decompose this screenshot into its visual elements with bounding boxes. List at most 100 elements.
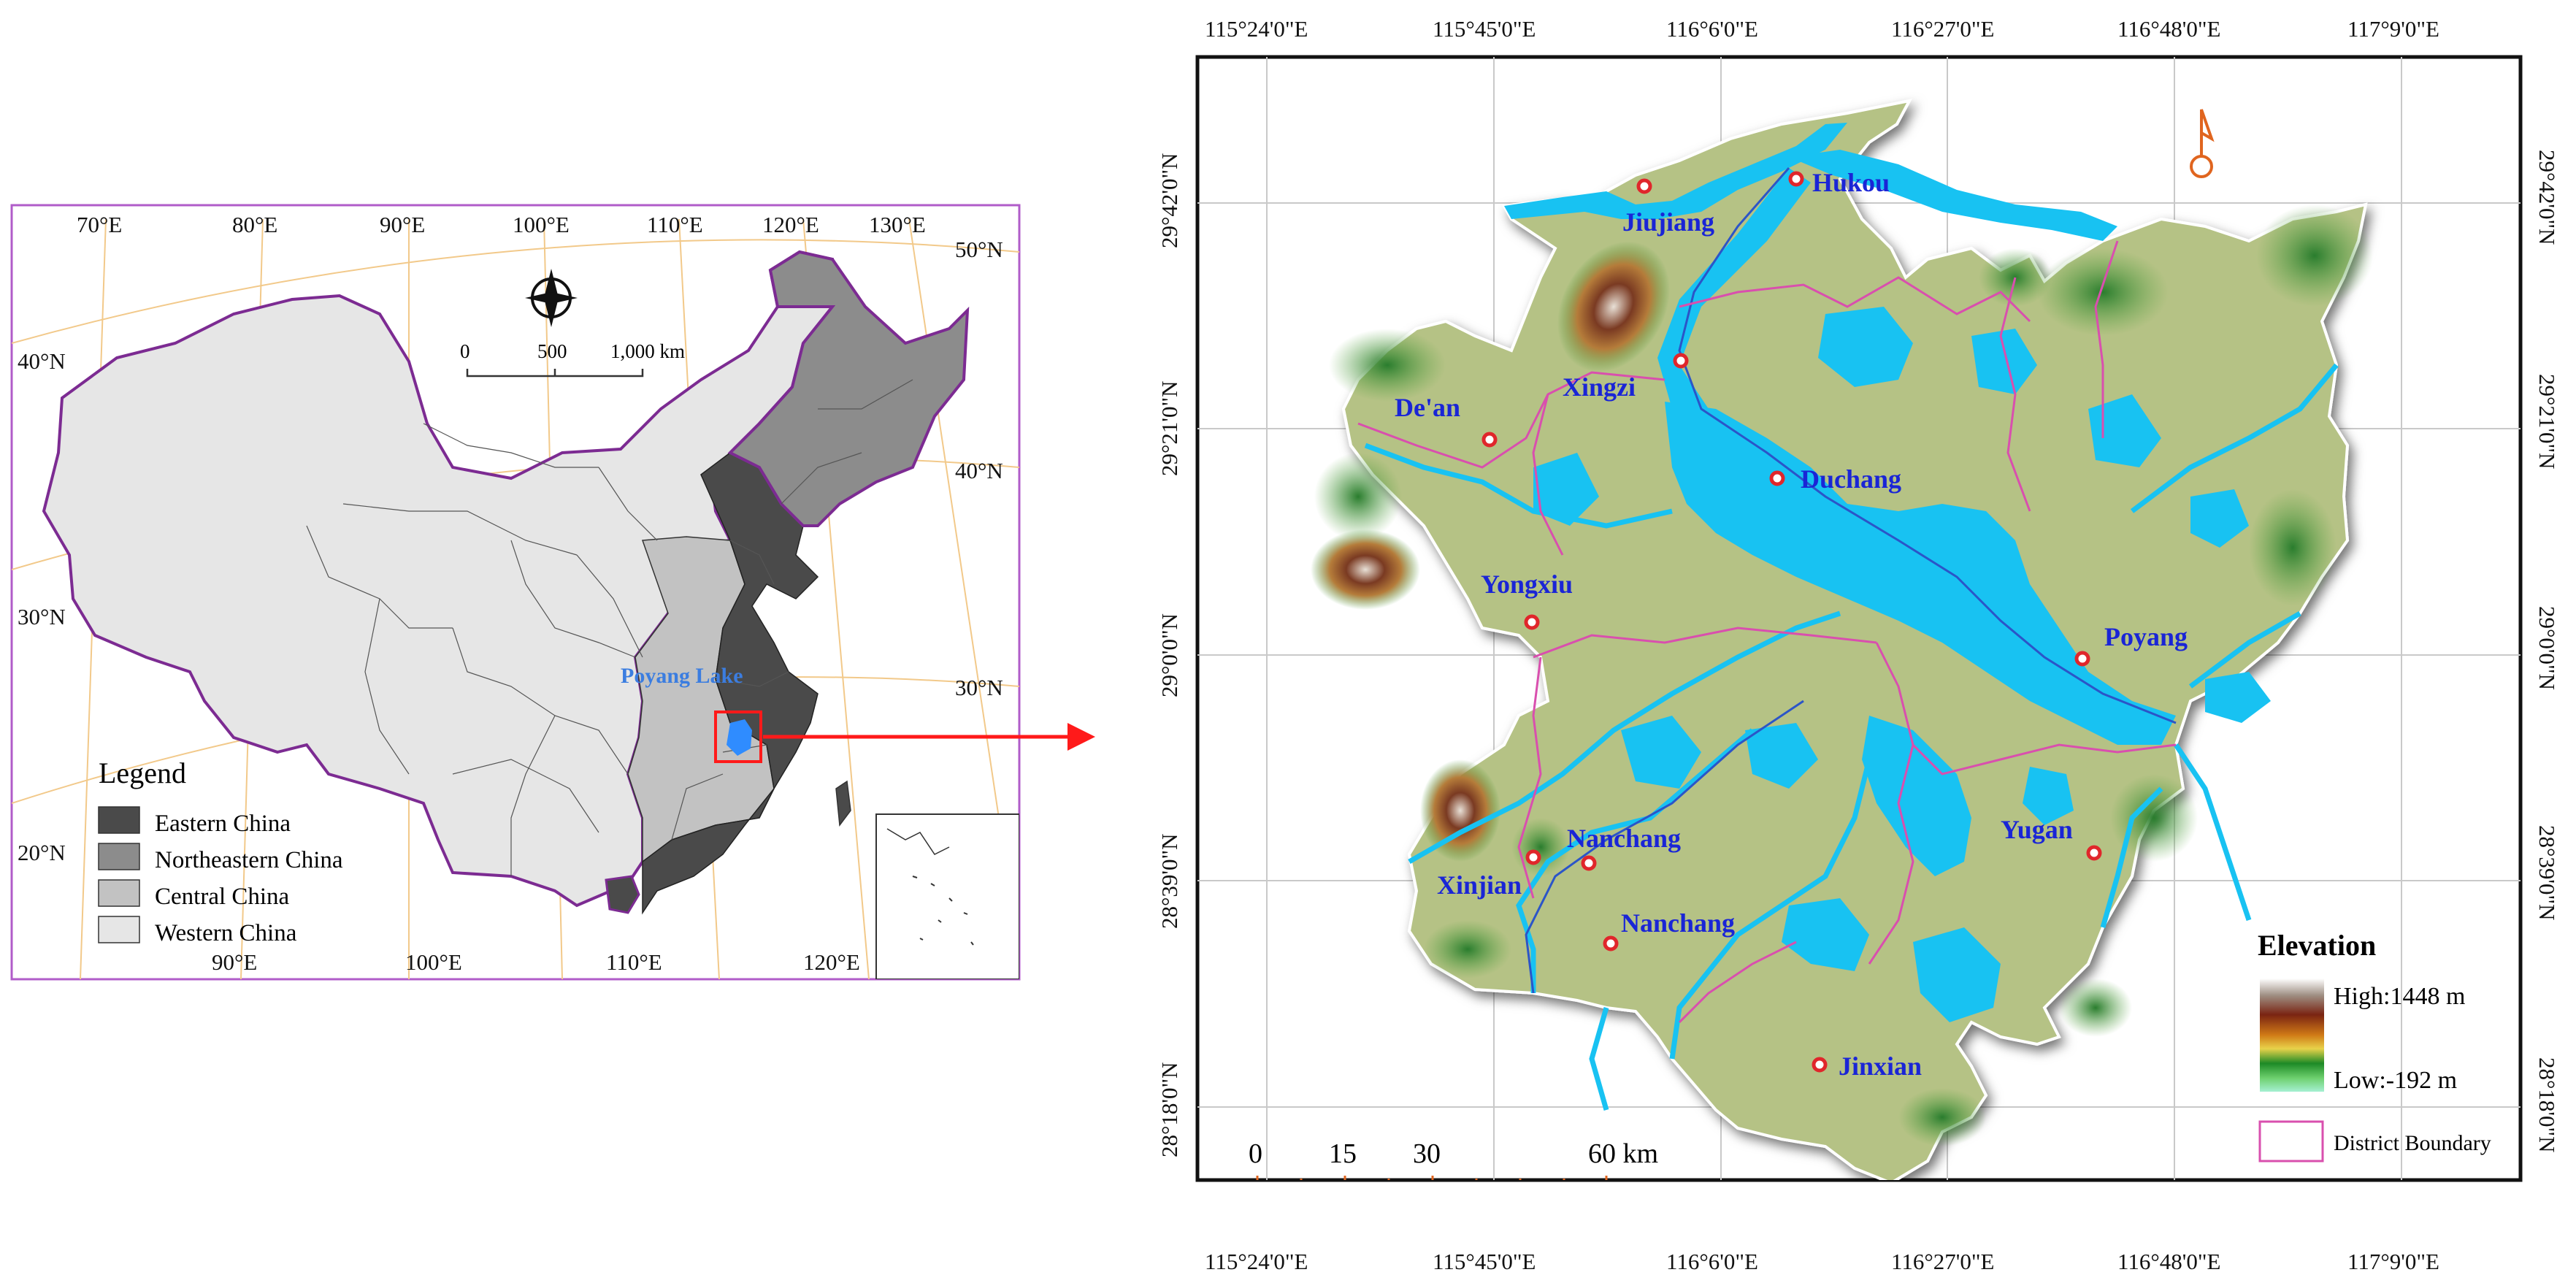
- china-lon-labels-bottom: 90°E 100°E 110°E 120°E: [212, 949, 860, 975]
- lake-sub-11: [1745, 723, 1818, 789]
- lake-sub-5: [1818, 307, 1913, 387]
- china-overview-map: Poyang Lake 0 500 1,000 km: [10, 204, 1021, 981]
- lon-label: 116°6'0"E: [1666, 16, 1758, 42]
- north-arrow-icon: [2190, 109, 2215, 178]
- scale-label-1000: 1,000 km: [610, 340, 685, 362]
- lake-sub-3: [2023, 767, 2074, 825]
- rivers: [1364, 363, 2339, 1111]
- city-label: Poyang: [2104, 622, 2188, 651]
- elevation-legend: Elevation High:1448 m Low:-192 m Distric…: [2258, 929, 2491, 1163]
- lat-label: 29°42'0"N: [1157, 153, 1182, 248]
- lake-sub-4: [1533, 453, 1599, 526]
- lake-sub-1: [1862, 716, 1971, 876]
- china-legend: Legend Eastern China Northeastern China …: [98, 757, 343, 946]
- legend-label-western: Western China: [155, 920, 297, 946]
- legend-title: Elevation: [2258, 929, 2376, 962]
- city-label: Yongxiu: [1481, 570, 1573, 599]
- lon-label: 116°48'0"E: [2117, 16, 2220, 42]
- lon-label: 116°6'0"E: [1666, 1249, 1758, 1274]
- lat-label: 20°N: [18, 840, 66, 865]
- lon-label: 130°E: [869, 212, 926, 237]
- city-yugan: Yugan: [2001, 815, 2102, 861]
- elevation-color-ramp: [2260, 978, 2324, 1092]
- lake-sub-9: [1913, 927, 2001, 1022]
- lon-label: 110°E: [647, 212, 703, 237]
- scale-label-15: 15: [1329, 1138, 1357, 1169]
- lon-label: 80°E: [232, 212, 277, 237]
- city-label: Nanchang: [1567, 824, 1681, 853]
- legend-low-label: Low:-192 m: [2334, 1067, 2457, 1094]
- lat-label: 29°21'0"N: [2534, 374, 2560, 470]
- lat-label: 28°39'0"N: [2534, 825, 2560, 921]
- city-jiujiang: Jiujiang: [1622, 178, 1714, 237]
- lat-label: 30°N: [18, 604, 66, 629]
- province-boundaries: [306, 379, 913, 876]
- lake-channel-north: [1657, 168, 1811, 445]
- lon-label: 115°45'0"E: [1433, 16, 1536, 42]
- city-yongxiu: Yongxiu: [1481, 570, 1573, 630]
- lake-sub-7: [2088, 394, 2161, 467]
- city-label: Jiujiang: [1622, 207, 1714, 237]
- lon-label: 120°E: [762, 212, 819, 237]
- legend-swatch-western: [98, 916, 140, 943]
- zoom-arrow: [763, 723, 1095, 751]
- scale-label-0: 0: [1249, 1138, 1262, 1169]
- lat-label: 29°0'0"N: [2534, 606, 2560, 690]
- city-label: Xingzi: [1563, 372, 1636, 402]
- scale-label-500: 500: [537, 340, 567, 362]
- lon-label: 115°24'0"E: [1205, 16, 1308, 42]
- scale-label-0: 0: [460, 340, 470, 362]
- lat-label: 50°N: [955, 237, 1003, 262]
- legend-swatch-northeastern: [98, 843, 140, 870]
- detail-lat-labels-right: 29°42'0"N 29°21'0"N 29°0'0"N 28°39'0"N 2…: [2534, 150, 2560, 1153]
- legend-swatch-eastern: [98, 806, 140, 834]
- northeastern-china-region: [727, 250, 970, 527]
- district-boundaries: [1357, 240, 2177, 1024]
- yangtze-river: [1504, 123, 1847, 219]
- taiwan-island: [835, 780, 851, 827]
- city-duchang: Duchang: [1769, 464, 1901, 494]
- legend-label-central: Central China: [155, 884, 290, 910]
- city-label: Duchang: [1801, 464, 1901, 494]
- lon-label: 115°24'0"E: [1205, 1249, 1308, 1274]
- lake-sub-8: [2190, 489, 2249, 548]
- city-hukou: Hukou: [1788, 168, 1890, 197]
- poyang-lake-label: Poyang Lake: [621, 664, 743, 688]
- china-scale-bar: 0 500 1,000 km: [460, 340, 685, 378]
- legend-label-eastern: Eastern China: [155, 811, 291, 837]
- lat-label: 29°21'0"N: [1157, 380, 1182, 476]
- legend-high-label: High:1448 m: [2334, 983, 2465, 1010]
- cities: Hukou Jiujiang Xingzi De'an Duchang: [1395, 168, 2188, 1081]
- lon-label: 115°45'0"E: [1433, 1249, 1536, 1274]
- lon-label: 110°E: [606, 949, 662, 975]
- lake-sub-6: [1971, 329, 2037, 394]
- city-label: De'an: [1395, 393, 1460, 422]
- detail-scale-bar: 0 15 30 60 km: [1249, 1138, 1658, 1180]
- lake-highlight-box: [714, 711, 762, 763]
- scale-label-30: 30: [1413, 1138, 1441, 1169]
- lat-label: 28°18'0"N: [2534, 1057, 2560, 1153]
- china-lon-labels-top: 70°E 80°E 90°E 100°E 110°E 120°E 130°E: [77, 212, 926, 237]
- lake-sub-12: [2205, 672, 2271, 723]
- lat-label: 28°18'0"N: [1157, 1062, 1182, 1157]
- china-lat-labels-right: 50°N 40°N 30°N: [955, 237, 1003, 700]
- lat-label: 40°N: [18, 348, 66, 374]
- hainan-island: [605, 875, 640, 914]
- detail-lon-labels-bottom: 115°24'0"E 115°45'0"E 116°6'0"E 116°27'0…: [1205, 1249, 2439, 1274]
- detail-lat-labels-left: 29°42'0"N 29°21'0"N 29°0'0"N 28°39'0"N 2…: [1157, 153, 1182, 1157]
- lat-label: 28°39'0"N: [1157, 833, 1182, 929]
- lon-label: 120°E: [803, 949, 860, 975]
- lat-label: 40°N: [955, 458, 1003, 483]
- lon-label: 90°E: [380, 212, 425, 237]
- city-label: Yugan: [2001, 815, 2073, 844]
- north-arrow-icon: [525, 269, 578, 327]
- lat-label: 29°0'0"N: [1157, 613, 1182, 697]
- legend-title: Legend: [99, 757, 186, 789]
- lon-label: 117°9'0"E: [2347, 1249, 2439, 1274]
- legend-boundary-label: District Boundary: [2334, 1131, 2491, 1155]
- south-china-sea-inset: [875, 813, 1019, 979]
- city-jinxian: Jinxian: [1812, 1052, 1922, 1081]
- scale-label-60: 60 km: [1588, 1138, 1658, 1169]
- poyang-lake-shape: [727, 719, 752, 756]
